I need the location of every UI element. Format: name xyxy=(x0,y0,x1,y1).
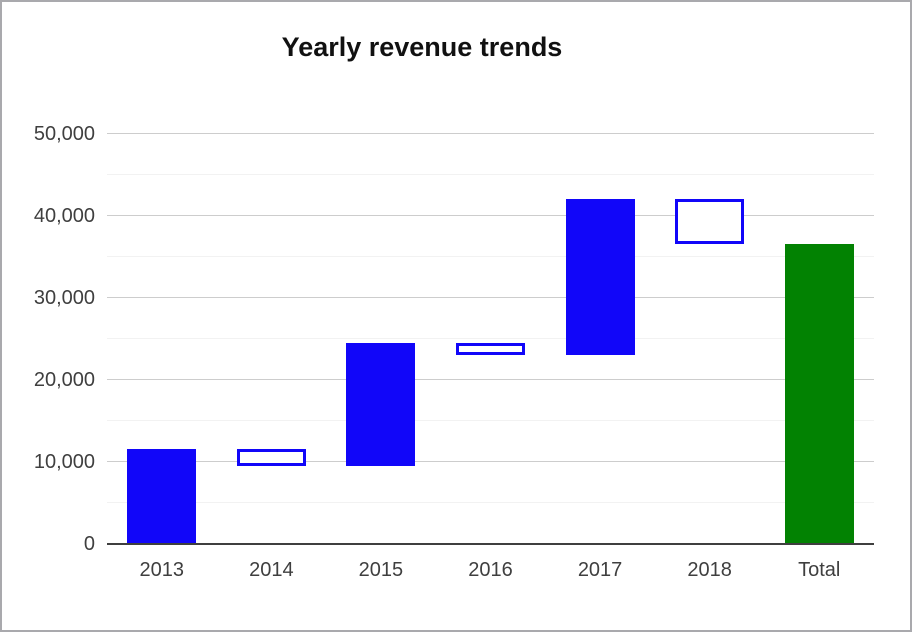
gridline-major xyxy=(107,215,874,216)
x-axis-category-label: 2018 xyxy=(687,559,732,581)
gridline-major xyxy=(107,379,874,380)
x-axis-baseline xyxy=(107,542,874,545)
gridline-major xyxy=(107,461,874,462)
waterfall-bar-2017[interactable] xyxy=(565,199,635,355)
waterfall-bar-2014[interactable] xyxy=(236,449,306,466)
chart-title: Yearly revenue trends xyxy=(281,32,563,62)
waterfall-bar-2016[interactable] xyxy=(456,342,525,355)
x-axis-category-label: 2014 xyxy=(249,559,294,581)
gridline-minor xyxy=(107,420,874,421)
gridline-minor xyxy=(107,338,874,339)
gridline-minor xyxy=(107,174,874,175)
y-axis-tick-label: 40,000 xyxy=(33,204,95,227)
y-axis-tick-label: 20,000 xyxy=(33,368,95,391)
gridline-minor xyxy=(107,502,874,503)
gridline-major xyxy=(107,133,874,134)
x-axis-category-label: 2017 xyxy=(577,559,623,581)
waterfall-bar-2015[interactable] xyxy=(346,342,416,466)
waterfall-bar-2013[interactable] xyxy=(127,449,197,544)
x-axis-category-label: Total xyxy=(798,559,841,581)
x-axis-category-label: 2015 xyxy=(358,559,404,581)
y-axis-tick-label: 10,000 xyxy=(33,450,95,473)
x-axis-category-label: 2016 xyxy=(468,559,513,581)
gridline-minor xyxy=(107,256,874,257)
waterfall-bar-2018[interactable] xyxy=(675,199,745,245)
x-axis-category-label: 2013 xyxy=(139,559,185,581)
gridline-major xyxy=(107,297,874,298)
y-axis-tick-label: 30,000 xyxy=(33,286,95,309)
y-axis-tick-label: 0 xyxy=(83,532,95,555)
y-axis-tick-label: 50,000 xyxy=(33,122,95,145)
waterfall-bar-total[interactable] xyxy=(784,244,854,544)
